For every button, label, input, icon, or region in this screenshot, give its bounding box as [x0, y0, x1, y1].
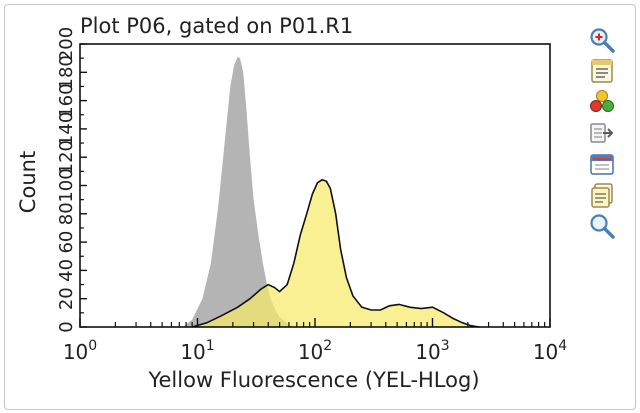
y-tick-label-5: 100	[56, 168, 77, 202]
x-tick-label-2: 102	[298, 338, 332, 364]
zoom-out-icon	[590, 214, 615, 239]
x-tick-label-3: 103	[415, 338, 449, 364]
properties-button[interactable]	[585, 57, 619, 85]
zoom-in-button[interactable]	[585, 26, 619, 54]
color-palette-icon	[590, 90, 614, 112]
color-palette-button[interactable]	[585, 88, 619, 116]
x-axis-label: Yellow Fluorescence (YEL-HLog)	[148, 368, 480, 392]
y-tick-label-3: 60	[56, 231, 77, 254]
export-button[interactable]	[585, 119, 619, 147]
y-tick-label-2: 40	[56, 259, 77, 282]
copy-button[interactable]	[585, 181, 619, 209]
zoom-out-button[interactable]	[585, 212, 619, 240]
x-tick-label-1: 101	[180, 338, 214, 364]
y-tick-label-9: 180	[56, 55, 77, 89]
y-tick-label-8: 160	[56, 83, 77, 117]
properties-icon	[591, 59, 613, 83]
series-1-area	[192, 179, 480, 327]
plot-toolbar	[585, 26, 621, 243]
y-tick-label-6: 120	[56, 140, 77, 174]
calendar-icon	[590, 154, 614, 175]
copy-icon	[591, 183, 613, 208]
x-tick-label-4: 104	[533, 338, 567, 364]
y-tick-label-10: 200	[56, 27, 77, 61]
series-0-area	[182, 56, 293, 327]
y-tick-label-0: 0	[56, 321, 77, 332]
calendar-button[interactable]	[585, 150, 619, 178]
series-1-line	[191, 178, 480, 328]
y-tick-label-4: 80	[56, 202, 77, 225]
y-tick-label-1: 20	[56, 287, 77, 310]
plot-title: Plot P06, gated on P01.R1	[80, 14, 354, 38]
x-tick-label-0: 100	[63, 338, 97, 364]
export-icon	[590, 123, 614, 143]
zoom-in-icon	[590, 28, 615, 53]
y-tick-label-7: 140	[56, 112, 77, 146]
